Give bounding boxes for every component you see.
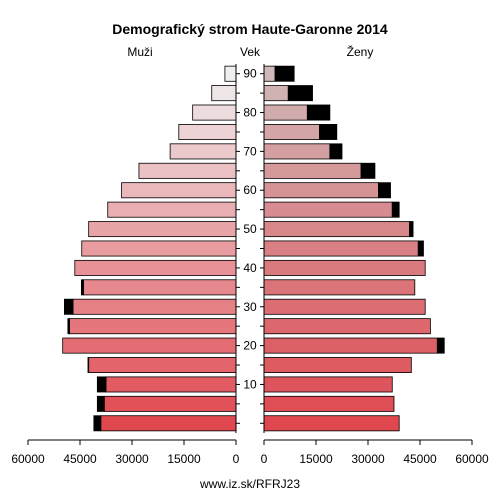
female-excess-bar xyxy=(329,143,343,160)
female-bar xyxy=(263,201,393,218)
male-bar xyxy=(121,182,237,199)
male-bar xyxy=(178,123,237,140)
female-bar xyxy=(263,182,379,199)
female-x-tick-label: 15000 xyxy=(299,452,333,466)
female-bar xyxy=(263,104,308,121)
age-axis-label: Vek xyxy=(240,45,261,59)
male-bar xyxy=(88,221,237,238)
female-bar xyxy=(263,415,400,432)
female-excess-bar xyxy=(377,182,391,199)
male-bar xyxy=(100,415,237,432)
age-tick-label: 80 xyxy=(243,106,257,120)
male-bar xyxy=(103,395,237,412)
female-bar xyxy=(263,376,393,393)
male-excess-bar xyxy=(64,298,74,315)
female-excess-bar xyxy=(360,162,376,179)
male-bar xyxy=(74,259,237,276)
age-tick-label: 90 xyxy=(243,67,257,81)
male-excess-bar xyxy=(67,318,71,335)
male-bar xyxy=(105,376,237,393)
age-tick-label: 70 xyxy=(243,144,257,158)
male-bar xyxy=(69,318,237,335)
female-bar xyxy=(263,240,419,257)
male-x-tick-label: 30000 xyxy=(115,452,149,466)
female-excess-bar xyxy=(306,104,331,121)
age-tick-label: 20 xyxy=(243,339,257,353)
female-bar xyxy=(263,337,438,354)
plot-area: 10 20 30 40 50 60 70 80 90 60000 45000 30000 15000 0 0… xyxy=(11,64,489,466)
chart-title: Demografický strom Haute-Garonne 2014 xyxy=(112,21,388,37)
male-excess-bar xyxy=(93,415,102,432)
age-tick-label: 40 xyxy=(243,261,257,275)
male-x-tick-label: 0 xyxy=(233,452,240,466)
male-bar xyxy=(81,240,237,257)
male-excess-bar xyxy=(96,376,107,393)
male-bar xyxy=(169,143,237,160)
male-bar xyxy=(72,298,237,315)
male-bar xyxy=(107,201,237,218)
male-x-tick-label: 45000 xyxy=(63,452,97,466)
male-label: Muži xyxy=(127,45,152,59)
female-excess-bar xyxy=(319,123,338,140)
female-excess-bar xyxy=(417,240,424,257)
female-excess-bar xyxy=(409,221,414,238)
male-bar xyxy=(138,162,237,179)
male-bar xyxy=(211,85,237,102)
female-bar xyxy=(263,259,426,276)
female-bar xyxy=(263,162,362,179)
female-excess-bar xyxy=(436,337,445,354)
age-tick-label: 30 xyxy=(243,300,257,314)
female-excess-bar xyxy=(391,201,400,218)
age-tick-label: 50 xyxy=(243,222,257,236)
male-bar xyxy=(192,104,237,121)
male-bar xyxy=(62,337,237,354)
male-x-tick-label: 15000 xyxy=(167,452,201,466)
female-x-tick-label: 60000 xyxy=(455,452,489,466)
male-x-tick-label: 60000 xyxy=(11,452,45,466)
female-x-tick-label: 30000 xyxy=(351,452,385,466)
female-label: Ženy xyxy=(347,44,374,59)
female-bar xyxy=(263,123,320,140)
female-bar xyxy=(263,395,395,412)
male-excess-bar xyxy=(80,279,84,296)
male-excess-bar xyxy=(96,395,105,412)
female-x-tick-label: 45000 xyxy=(403,452,437,466)
female-bar xyxy=(263,221,411,238)
male-bar xyxy=(224,65,237,82)
male-bar xyxy=(83,279,237,296)
female-bar xyxy=(263,357,412,374)
footer-url: www.iz.sk/RFRJ23 xyxy=(199,477,300,491)
female-bar xyxy=(263,318,431,335)
male-bar xyxy=(88,357,237,374)
female-excess-bar xyxy=(287,85,313,102)
female-bar xyxy=(263,85,289,102)
female-x-tick-label: 0 xyxy=(261,452,268,466)
male-excess-bar xyxy=(87,357,90,374)
age-tick-label: 60 xyxy=(243,183,257,197)
female-bar xyxy=(263,143,331,160)
female-bar xyxy=(263,65,276,82)
female-excess-bar xyxy=(274,65,295,82)
age-tick-label: 10 xyxy=(243,377,257,391)
female-bar xyxy=(263,279,416,296)
female-bar xyxy=(263,298,426,315)
